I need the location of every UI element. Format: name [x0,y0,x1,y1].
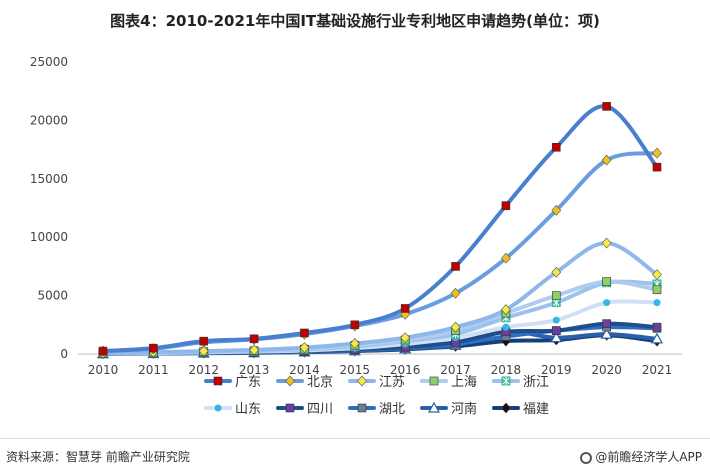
source-note: 资料来源：智慧芽 前瞻产业研究院 [6,450,190,464]
y-tick-label: 15000 [30,172,68,186]
data-point-江苏 [652,269,662,281]
data-point-北京 [601,154,612,166]
x-tick-label: 2015 [340,363,371,377]
data-point-河南 [600,327,613,339]
footer: 资料来源：智慧芽 前瞻产业研究院 @前瞻经济学人APP [0,438,710,469]
legend-marker-浙江-glyph [502,377,510,385]
data-point-广东 [602,102,611,111]
data-point-河南 [550,331,563,343]
brand-text: @前瞻经济学人APP [595,450,702,464]
data-point-江苏 [501,304,511,316]
legend-label-上海: 上海 [451,375,477,390]
legend-label-北京: 北京 [307,375,333,390]
legend-label-湖北: 湖北 [379,402,405,417]
data-point-江苏 [551,266,562,278]
data-point-河南 [650,332,664,344]
data-point-北京 [501,252,511,264]
legend-label-河南: 河南 [451,401,477,417]
legend-label-福建: 福建 [523,402,549,417]
x-tick-label: 2018 [491,363,522,377]
data-point-山东 [603,299,611,307]
data-point-广东 [350,320,360,330]
data-point-广东 [501,201,511,210]
x-tick-label: 2016 [390,363,421,377]
y-tick-label: 20000 [30,113,68,127]
brand-logo-icon [580,452,593,464]
data-point-四川 [652,322,662,332]
data-point-江苏 [299,342,310,354]
data-point-上海 [602,277,611,286]
data-point-广东 [451,262,460,271]
legend-label-广东: 广东 [235,375,261,390]
legend-marker-上海 [429,376,439,386]
data-point-广东 [652,162,662,172]
data-point-江苏 [249,344,259,356]
data-point-广东 [149,343,158,353]
data-point-山东 [502,323,510,331]
x-tick-label: 2019 [541,363,572,377]
series-line-北京 [101,151,659,354]
chart-title: 图表4：2010-2021年中国IT基础设施行业专利地区申请趋势(单位：项) [110,12,600,30]
data-point-北京 [652,147,662,159]
data-point-北京 [551,204,562,216]
data-point-四川 [551,326,561,335]
data-point-江苏 [400,332,411,344]
x-tick-label: 2013 [239,363,270,377]
data-point-江苏 [349,338,360,349]
y-tick-label: 25000 [30,55,68,69]
x-tick-label: 2011 [138,363,169,377]
data-point-浙江-glyph [552,298,560,307]
data-point-江苏 [601,237,612,249]
legend-marker-浙江 [501,376,511,386]
data-point-北京 [450,287,461,299]
data-point-上海 [652,285,662,295]
legend-marker-山东 [214,404,222,412]
x-tick-label: 2010 [88,363,119,377]
y-tick-label: 0 [60,347,68,361]
legend-label-四川: 四川 [307,402,333,417]
x-tick-label: 2021 [642,363,673,377]
x-tick-label: 2012 [188,363,219,377]
legend-label-江苏: 江苏 [379,374,405,390]
data-point-江苏 [450,321,461,333]
data-point-广东 [551,142,561,152]
legend-marker-江苏 [357,375,367,387]
data-point-浙江 [551,298,561,308]
legend-marker-湖北 [357,403,367,413]
y-tick-label: 10000 [30,230,68,244]
data-point-广东 [199,336,209,346]
x-tick-label: 2014 [289,363,320,377]
legend-marker-河南 [427,401,441,413]
data-point-广东 [300,328,309,338]
legend-marker-广东 [213,376,223,386]
legend-marker-四川 [285,403,295,413]
data-point-广东 [98,346,108,356]
data-point-上海 [551,291,561,300]
brand-label: @前瞻经济学人APP [580,448,702,465]
line-chart: 0 5000 10000 15000 20000 25000 2010 2011 2012 201… [30,55,682,417]
data-point-广东 [249,334,259,344]
data-point-江苏 [198,345,209,357]
legend-label-山东: 山东 [235,402,261,417]
data-point-广东 [400,304,410,313]
data-point-山东 [552,316,560,324]
data-point-山东 [653,299,661,307]
legend-marker-福建 [501,402,511,414]
x-tick-label: 2017 [440,363,471,377]
y-tick-label: 5000 [37,289,68,303]
data-point-四川 [602,319,611,328]
legend-marker-北京 [285,375,295,387]
x-tick-label: 2020 [591,363,622,377]
legend-label-浙江: 浙江 [523,375,549,390]
